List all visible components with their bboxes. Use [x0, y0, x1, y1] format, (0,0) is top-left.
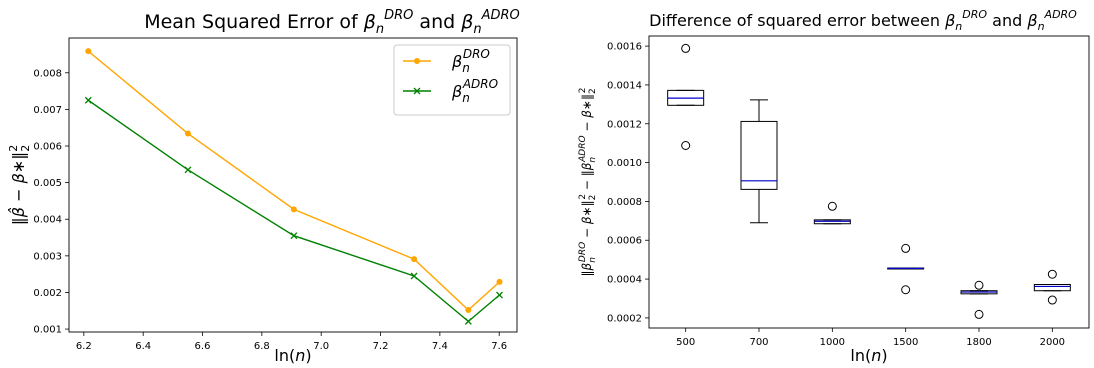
left-ytick-label: 0.008 — [33, 68, 62, 79]
left-ytick-label: 0.006 — [33, 142, 62, 153]
box-500 — [667, 43, 705, 150]
right-ytick-label: 0.0008 — [607, 197, 642, 208]
right-xtick-label: 700 — [749, 337, 768, 348]
legend-marker-dro — [414, 58, 420, 64]
left-chart-ticks: 6.2 6.4 6.6 6.8 7.0 7.2 7.4 7.6 0.001 0.002 0.003 0… — [33, 68, 507, 352]
left-xtick-label: 6.6 — [195, 341, 211, 352]
right-chart-ylabel: ‖βnDRO − β∗‖22 − ‖βnADRO − β∗‖22 — [578, 88, 598, 277]
left-ytick-label: 0.002 — [33, 288, 62, 299]
data-point-adro — [184, 166, 192, 174]
series-line-adro — [87, 99, 500, 323]
left-ytick-label: 0.003 — [33, 251, 62, 262]
right-ytick-label: 0.0016 — [607, 42, 642, 53]
data-point-adro — [84, 96, 92, 104]
box-flier — [827, 201, 837, 211]
legend-entry-adro: βnADRO — [403, 77, 498, 105]
box-1500 — [887, 243, 925, 295]
box-1800 — [960, 280, 998, 319]
left-xtick-label: 7.2 — [373, 341, 389, 352]
data-point-dro — [290, 206, 297, 213]
box-2000 — [1033, 269, 1071, 305]
right-ytick-label: 0.0006 — [607, 236, 642, 247]
series-line-dro — [87, 50, 500, 311]
right-ytick-label: 0.0002 — [607, 313, 642, 324]
left-chart: Mean Squared Error of βnDRO and βnADRO 6… — [7, 8, 520, 365]
legend-label-dro: βnDRO — [451, 47, 490, 75]
right-chart-boxes — [667, 43, 1071, 319]
left-xtick-label: 6.4 — [135, 341, 151, 352]
left-chart-series — [84, 48, 503, 325]
legend-box — [393, 44, 511, 116]
data-point-dro — [411, 256, 418, 263]
box-700 — [740, 99, 778, 224]
right-xtick-label: 500 — [676, 337, 695, 348]
data-point-adro — [464, 317, 472, 325]
left-xtick-label: 6.2 — [76, 341, 92, 352]
box-flier — [1047, 295, 1057, 305]
left-xtick-label: 7.4 — [432, 341, 448, 352]
data-point-dro — [496, 278, 503, 285]
data-point-dro — [85, 48, 92, 55]
box-flier — [1047, 269, 1057, 279]
left-xtick-label: 7.6 — [491, 341, 507, 352]
right-chart: Difference of squared error between βnDR… — [578, 8, 1090, 365]
box-flier — [681, 43, 691, 53]
data-point-adro — [410, 272, 418, 280]
right-ytick-label: 0.0014 — [607, 80, 642, 91]
box-flier — [901, 243, 911, 253]
left-chart-ylabel: ‖β̂ − β∗‖22 — [7, 145, 32, 225]
left-ytick-label: 0.004 — [33, 215, 62, 226]
box-flier — [681, 141, 691, 150]
left-xtick-label: 6.8 — [254, 341, 270, 352]
left-ytick-label: 0.005 — [33, 178, 62, 189]
left-chart-frame — [68, 37, 518, 333]
right-xtick-label: 1000 — [820, 337, 845, 348]
box-1000 — [813, 201, 851, 225]
right-xtick-label: 1500 — [893, 337, 918, 348]
left-chart-legend: βnDRO βnADRO — [393, 44, 511, 116]
right-chart-xlabel: ln(n) — [850, 346, 887, 365]
left-chart-title: Mean Squared Error of βnDRO and βnADRO — [144, 8, 520, 37]
left-chart-xlabel: ln(n) — [274, 346, 311, 365]
right-ytick-label: 0.0012 — [607, 119, 642, 130]
left-xtick-label: 7.0 — [313, 341, 329, 352]
right-xtick-label: 1800 — [966, 337, 991, 348]
data-point-dro — [184, 130, 191, 137]
box-flier — [901, 285, 911, 295]
right-xtick-label: 2000 — [1040, 337, 1065, 348]
right-chart-ticks: 500 700 1000 1500 1800 2000 0.0002 0.0004 0.0006… — [607, 42, 1065, 348]
box-flier — [974, 280, 984, 290]
right-ytick-label: 0.0010 — [607, 158, 642, 169]
data-point-dro — [465, 307, 472, 314]
box-body — [740, 120, 778, 190]
box-flier — [974, 309, 984, 319]
legend-label-adro: βnADRO — [451, 77, 498, 105]
legend-entry-dro: βnDRO — [403, 47, 490, 75]
data-point-adro — [290, 232, 298, 240]
data-point-adro — [496, 291, 503, 299]
right-chart-title: Difference of squared error between βnDR… — [649, 8, 1077, 33]
right-chart-frame — [648, 35, 1090, 329]
legend-marker-adro — [413, 87, 421, 95]
box-body — [1033, 284, 1071, 292]
left-ytick-label: 0.007 — [33, 105, 62, 116]
left-ytick-label: 0.001 — [33, 325, 62, 336]
right-ytick-label: 0.0004 — [607, 275, 642, 286]
